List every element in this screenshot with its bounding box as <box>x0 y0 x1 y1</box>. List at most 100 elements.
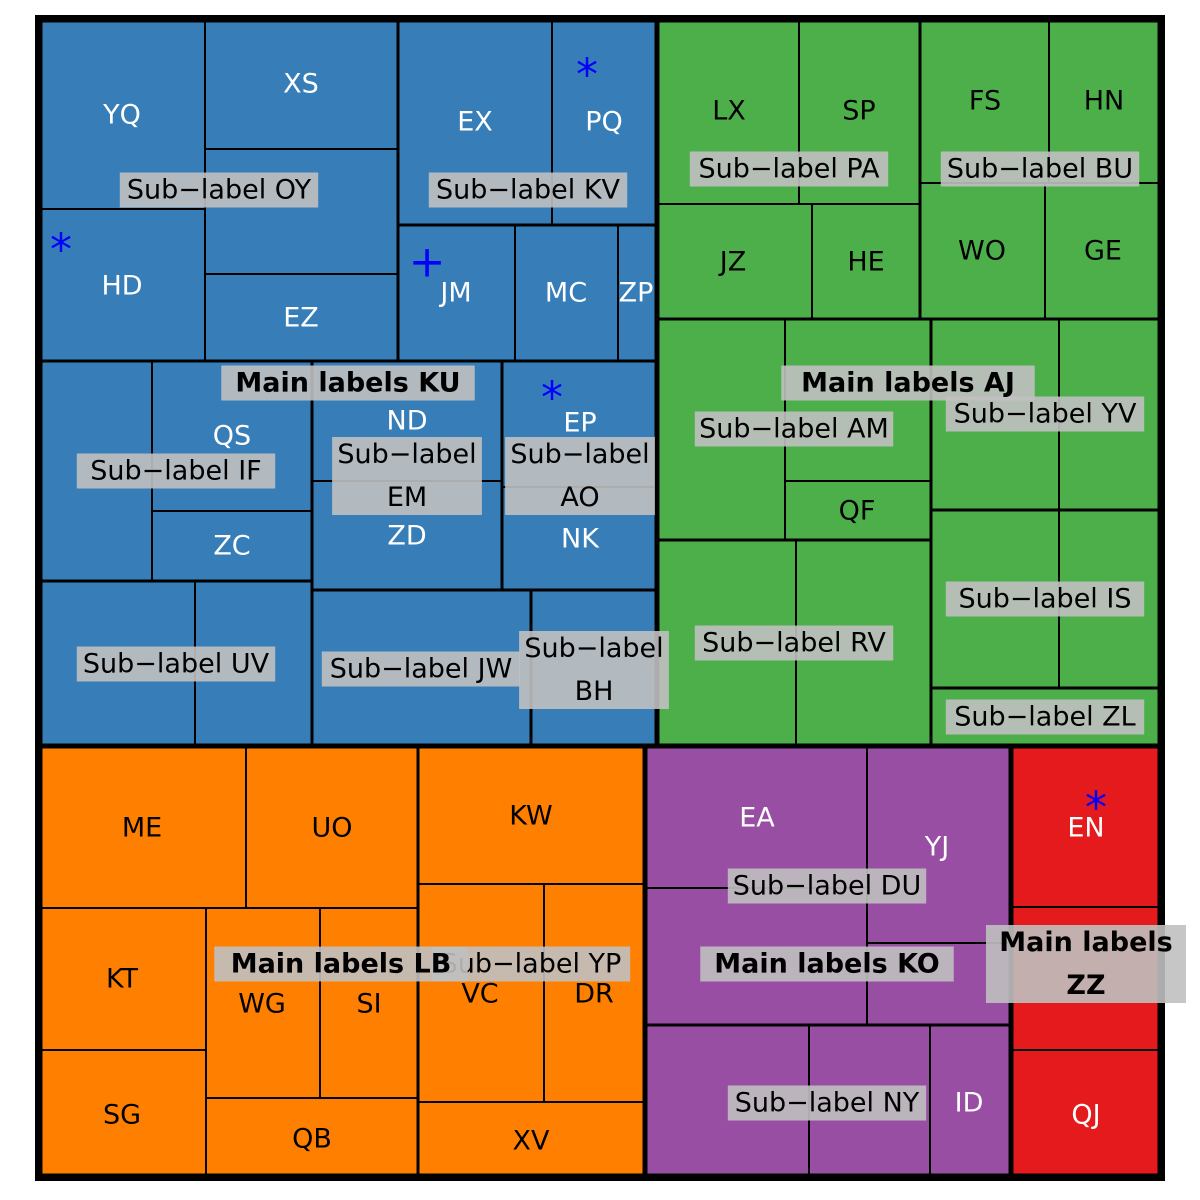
leaf-dr-label: DR <box>574 979 614 1010</box>
leaf-mc-label: MC <box>545 278 587 309</box>
subgroup-label-ao: Sub−label AO <box>505 437 655 515</box>
subgroup-label-bh-bg <box>519 631 669 709</box>
group-label-lb: Main labels LB <box>214 946 468 982</box>
leaf-jm-marker: + <box>409 237 446 288</box>
leaf-yj-label: YJ <box>924 832 949 863</box>
leaf-qb-tile <box>205 1097 419 1177</box>
leaf-xs-tile <box>204 19 399 150</box>
subgroup-label-jw: Sub−label JW <box>321 651 521 687</box>
subgroup-label-em-text: Sub−label <box>337 439 476 470</box>
subgroup-label-yv-text: Sub−label YV <box>954 399 1137 430</box>
leaf-wg-label: WG <box>238 989 286 1020</box>
subgroup-label-if-text: Sub−label IF <box>90 456 261 487</box>
subgroup-label-yp-text: Sub−label YP <box>441 949 622 980</box>
group-label-lb-bg <box>214 946 468 982</box>
leaf-oy-3-tile <box>204 148 399 275</box>
group-label-zz-text: Main labels <box>999 927 1172 958</box>
subgroup-label-rv-bg <box>694 625 894 661</box>
subgroup-label-jw-text: Sub−label JW <box>330 654 513 685</box>
leaf-pq-marker: * <box>576 50 598 101</box>
group-label-ku: Main labels KU <box>221 365 475 401</box>
subgroup-label-oy: Sub−label OY <box>119 172 319 208</box>
subgroup-label-pa: Sub−label PA <box>689 151 889 187</box>
leaf-jm-label: JM <box>438 278 471 309</box>
group-label-aj-text: Main labels AJ <box>801 368 1015 399</box>
subgroup-label-ao-text: AO <box>560 482 599 513</box>
group-label-ko-bg <box>700 946 954 982</box>
subgroup-label-ny-bg <box>727 1085 927 1121</box>
leaf-ge-label: GE <box>1084 236 1122 267</box>
subgroup-label-pa-text: Sub−label PA <box>699 154 880 185</box>
leaf-zd-label: ZD <box>387 521 426 552</box>
subgroup-label-bh: Sub−label BH <box>519 631 669 709</box>
leaf-ex-label: EX <box>457 107 493 138</box>
subgroup-label-kv: Sub−label KV <box>428 172 628 208</box>
group-label-zz: Main labels ZZ <box>985 925 1187 1003</box>
subgroup-label-is: Sub−label IS <box>945 581 1145 617</box>
leaf-sg-label: SG <box>103 1100 141 1131</box>
leaf-ez-label: EZ <box>283 303 319 334</box>
leaf-uo-label: UO <box>311 813 352 844</box>
leaf-zc-label: ZC <box>213 531 250 562</box>
leaf-kt-label: KT <box>106 964 139 995</box>
subgroup-label-bu-bg <box>940 151 1140 187</box>
leaf-kw-label: KW <box>509 801 552 832</box>
leaf-qf-label: QF <box>839 496 876 527</box>
group-label-lb-text: Main labels LB <box>231 949 452 980</box>
leaf-wo-tile <box>919 182 1046 320</box>
subgroup-label-is-text: Sub−label IS <box>959 584 1132 615</box>
leaf-hd-label: HD <box>101 271 142 302</box>
leaf-nk-label: NK <box>561 524 600 555</box>
subgroup-label-ao-bg <box>505 437 655 515</box>
subgroup-label-jw-bg <box>321 651 521 687</box>
subgroup-label-em-bg <box>332 437 482 515</box>
leaf-zp-tile <box>617 224 658 362</box>
leaf-wo-label: WO <box>958 236 1006 267</box>
leaf-sg-tile <box>39 1049 207 1177</box>
subgroup-label-du: Sub−label DU <box>727 868 927 904</box>
subgroup-label-kv-text: Sub−label KV <box>436 175 621 206</box>
subgroup-label-em-text: EM <box>387 482 427 513</box>
subgroup-label-zl: Sub−label ZL <box>945 699 1145 735</box>
group-label-aj: Main labels AJ <box>781 365 1035 401</box>
subgroup-label-uv-bg <box>76 646 276 682</box>
leaf-ge-tile <box>1044 182 1161 320</box>
subgroup-label-ny: Sub−label NY <box>727 1085 927 1121</box>
leaf-xs-label: XS <box>283 69 319 100</box>
leaf-kw-tile <box>417 745 646 885</box>
subgroup-label-rv-text: Sub−label RV <box>702 628 886 659</box>
group-label-ku-text: Main labels KU <box>235 368 460 399</box>
leaf-he-tile <box>811 203 921 320</box>
leaf-jz-label: JZ <box>718 247 746 278</box>
leaf-me-tile <box>39 745 247 909</box>
group-label-ko: Main labels KO <box>700 946 954 982</box>
leaf-hd-tile <box>39 208 206 362</box>
subgroup-label-uv: Sub−label UV <box>76 646 276 682</box>
leaf-id-label: ID <box>955 1088 984 1119</box>
leaf-labels: YQ XS HD EZ EX PQ JM MC ZP QS ZC ND ZD EP NK LX SP JZ HE FS… <box>101 69 1124 1157</box>
leaf-lx-label: LX <box>712 96 746 127</box>
leaf-sp-label: SP <box>842 96 875 127</box>
leaf-me-label: ME <box>122 813 162 844</box>
group-label-ko-text: Main labels KO <box>714 949 939 980</box>
group-label-zz-bg <box>985 925 1187 1003</box>
subgroup-label-du-text: Sub−label DU <box>733 871 921 902</box>
subgroup-label-oy-bg <box>119 172 319 208</box>
subgroup-label-em: Sub−label EM <box>332 437 482 515</box>
leaf-vc-label: VC <box>461 979 498 1010</box>
subgroup-label-zl-bg <box>945 699 1145 735</box>
leaf-si-label: SI <box>356 989 381 1020</box>
subgroup-label-am-bg <box>694 411 894 447</box>
leaf-xv-tile <box>417 1101 646 1177</box>
subgroup-label-ao-text: Sub−label <box>510 439 649 470</box>
subgroup-label-uv-text: Sub−label UV <box>83 649 270 680</box>
group-labels: Main labels KU Main labels AJ Main labels … <box>214 365 1187 1003</box>
subgroup-label-oy-text: Sub−label OY <box>127 175 312 206</box>
subgroup-label-bu: Sub−label BU <box>940 151 1140 187</box>
leaf-dr-tile <box>543 883 646 1103</box>
subgroup-label-if: Sub−label IF <box>76 453 276 489</box>
leaf-en-label: EN <box>1067 813 1104 844</box>
leaf-wg-tile <box>205 907 321 1099</box>
leaf-zp-label: ZP <box>619 278 654 309</box>
